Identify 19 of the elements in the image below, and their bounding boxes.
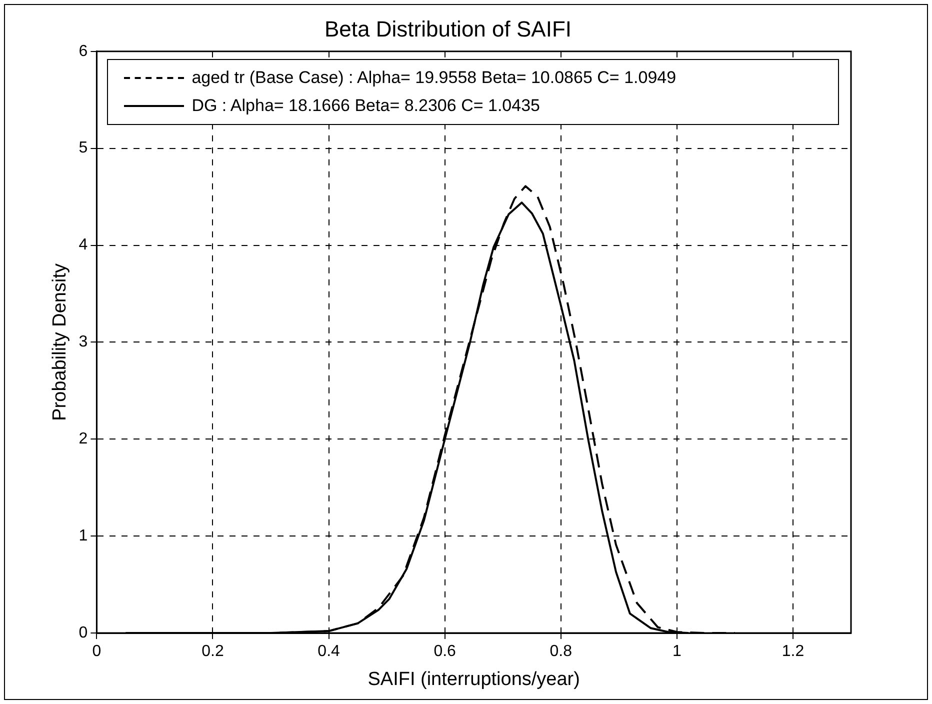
x-tick-label: 0.8 bbox=[550, 643, 572, 660]
y-tick-label: 0 bbox=[78, 624, 88, 642]
y-tick-label: 5 bbox=[78, 140, 88, 157]
x-tick-label: 0.2 bbox=[202, 643, 224, 660]
x-axis-title: SAIFI (interruptions/year) bbox=[368, 668, 580, 690]
legend-label: aged tr (Base Case) : Alpha= 19.9558 Beta= 10.0865 C= 1.0949 bbox=[192, 68, 676, 88]
y-tick-label: 2 bbox=[78, 430, 88, 448]
x-tick-label: 1 bbox=[672, 643, 682, 660]
x-tick-label: 0.6 bbox=[434, 643, 456, 660]
y-tick-label: 6 bbox=[78, 42, 88, 60]
x-tick-label: 0 bbox=[92, 643, 102, 660]
legend-label: DG : Alpha= 18.1666 Beta= 8.2306 C= 1.0435 bbox=[192, 96, 540, 116]
x-tick-label: 1.2 bbox=[782, 643, 804, 660]
y-tick-label: 3 bbox=[78, 334, 88, 351]
y-tick-label: 1 bbox=[78, 527, 88, 544]
y-tick-label: 4 bbox=[78, 236, 88, 254]
x-tick-label: 0.4 bbox=[318, 643, 340, 660]
y-axis-title: Probability Density bbox=[50, 263, 71, 421]
chart-title: Beta Distribution of SAIFI bbox=[324, 16, 572, 42]
